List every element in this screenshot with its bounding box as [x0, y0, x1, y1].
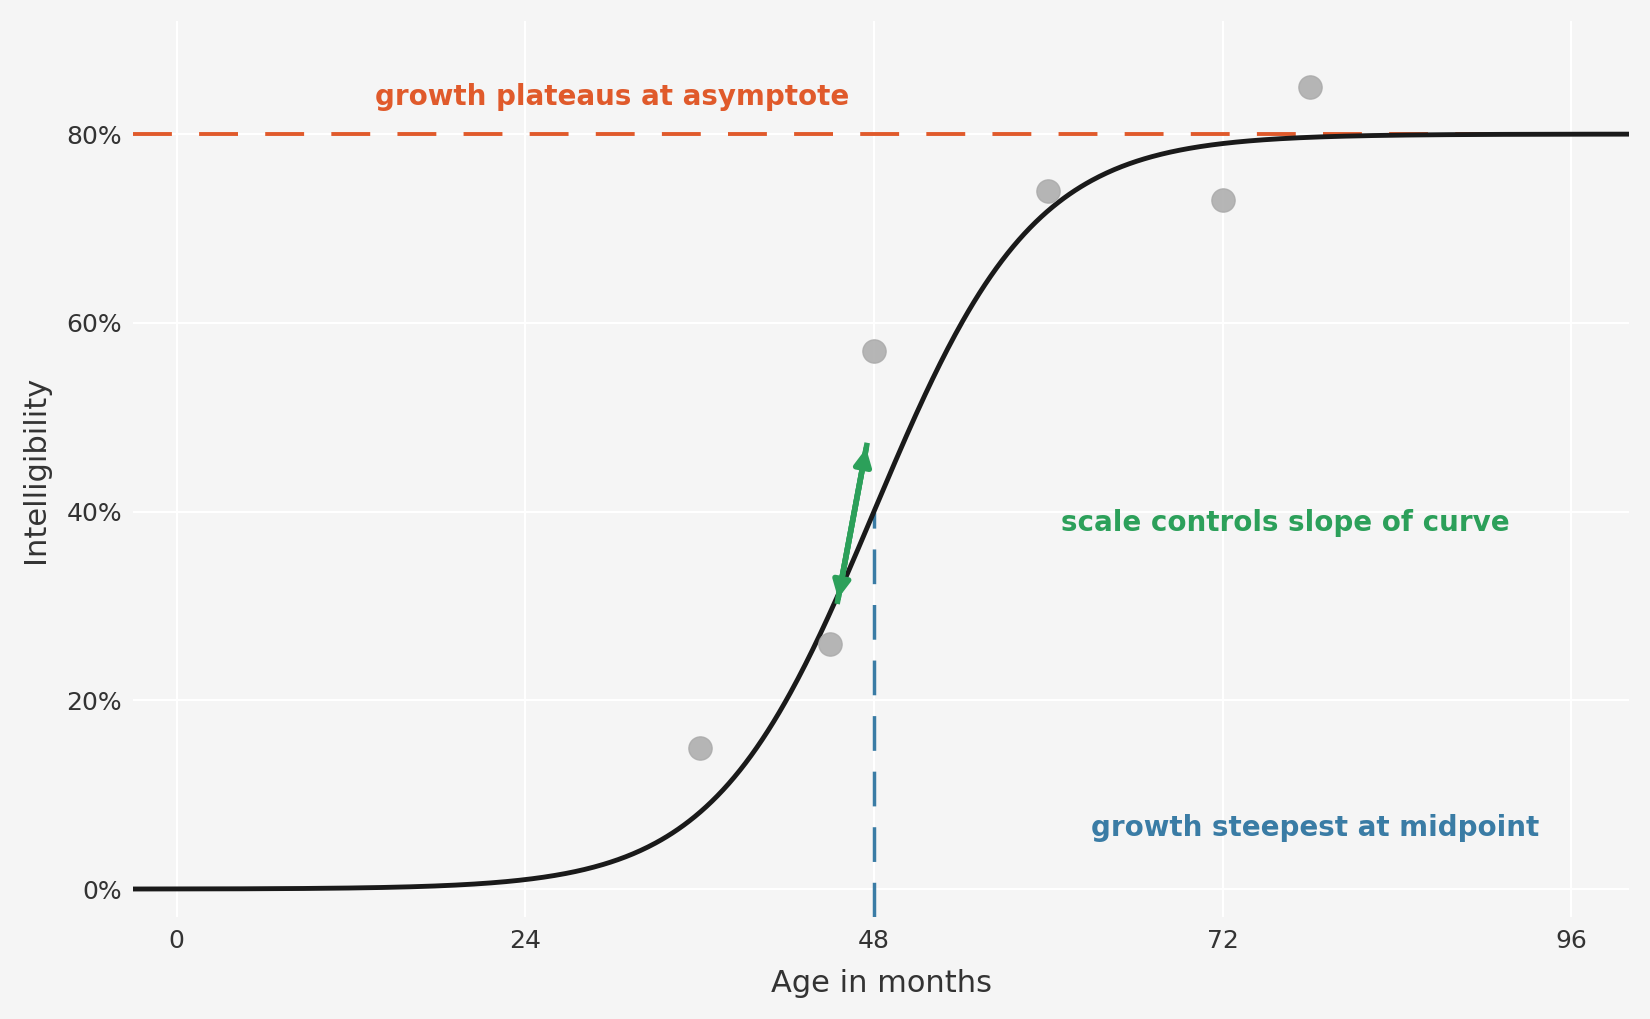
Point — [1297, 78, 1323, 95]
Text: growth plateaus at asymptote: growth plateaus at asymptote — [375, 83, 850, 111]
Text: scale controls slope of curve: scale controls slope of curve — [1061, 508, 1510, 537]
Y-axis label: Intelligibility: Intelligibility — [21, 375, 50, 562]
Point — [861, 343, 888, 360]
Point — [817, 636, 843, 652]
Point — [686, 740, 713, 756]
Text: growth steepest at midpoint: growth steepest at midpoint — [1091, 814, 1539, 842]
Point — [1035, 182, 1061, 199]
Point — [1209, 192, 1236, 208]
X-axis label: Age in months: Age in months — [771, 969, 992, 999]
